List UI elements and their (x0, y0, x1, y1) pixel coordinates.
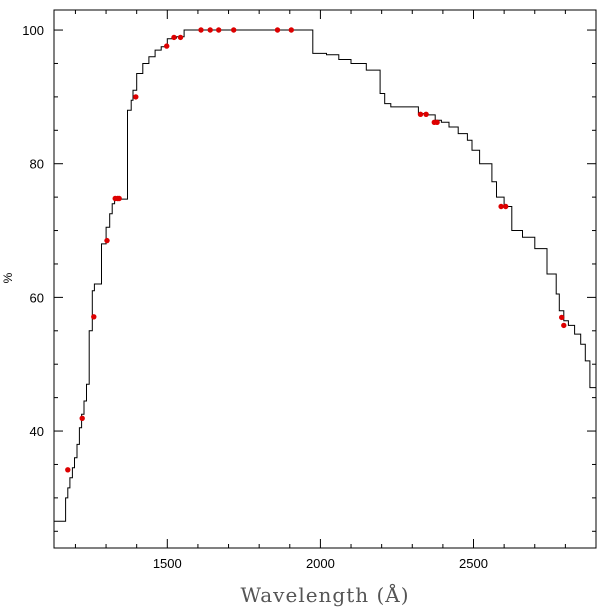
data-point (434, 119, 440, 126)
data-point (79, 415, 85, 421)
data-point (198, 27, 204, 33)
x-tick-label: 1500 (153, 556, 182, 571)
series-step-line (54, 29, 597, 522)
data-point (498, 203, 504, 210)
data-point (559, 314, 565, 321)
data-point (207, 27, 213, 33)
data-point (177, 34, 184, 41)
data-point (116, 195, 122, 202)
x-axis-label: Wavelength (Å) (240, 582, 409, 607)
y-tick-label: 60 (30, 290, 44, 305)
series-points (65, 27, 567, 473)
tick-labels: 1500 2000 2500 40 60 80 100 (22, 23, 488, 571)
axis-ticks (54, 10, 597, 548)
data-point (133, 94, 139, 100)
data-point (65, 467, 71, 473)
plot-frame (53, 9, 597, 549)
data-point (417, 111, 424, 118)
data-point (231, 27, 237, 33)
y-tick-label: 100 (22, 23, 44, 38)
data-point (561, 322, 567, 329)
data-point (503, 203, 509, 210)
data-point (274, 27, 281, 33)
y-tick-label: 80 (30, 157, 44, 172)
x-tick-label: 2500 (459, 556, 488, 571)
y-axis-label: % (1, 272, 15, 283)
data-point (104, 237, 110, 244)
data-point (423, 111, 429, 118)
y-tick-label: 40 (30, 424, 44, 439)
data-point (216, 27, 222, 33)
x-tick-label: 2000 (306, 556, 335, 571)
data-point (91, 314, 97, 320)
data-point (171, 34, 177, 41)
data-point (164, 43, 170, 49)
data-point (288, 27, 294, 33)
